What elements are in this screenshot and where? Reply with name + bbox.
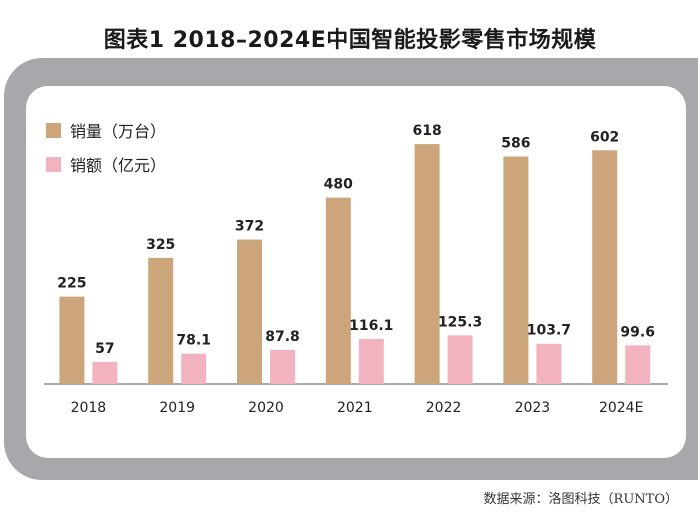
value-label-volume-2024E: 602 (590, 129, 619, 145)
bar-volume-2024E (592, 150, 618, 384)
value-label-revenue-2019: 78.1 (176, 333, 211, 349)
bar-volume-2021 (325, 197, 351, 384)
bar-revenue-2022 (447, 335, 473, 384)
x-tick-label-2020: 2020 (248, 400, 284, 416)
legend: 销量（万台） 销额（亿元） (46, 120, 166, 188)
bar-volume-2023 (503, 156, 529, 384)
x-tick-label-2019: 2019 (159, 400, 195, 416)
value-label-volume-2019: 325 (146, 237, 175, 253)
bar-volume-2022 (414, 144, 440, 384)
bar-volume-2018 (59, 296, 85, 384)
chart-panel (26, 86, 686, 458)
x-tick-label-2021: 2021 (337, 400, 373, 416)
bar-volume-2019 (148, 257, 174, 384)
value-label-volume-2022: 618 (412, 123, 441, 139)
x-tick-label-2023: 2023 (515, 400, 551, 416)
legend-label-revenue: 销额（亿元） (70, 156, 167, 175)
chart-title: 图表1 2018–2024E中国智能投影零售市场规模 (103, 28, 597, 53)
bar-revenue-2018 (92, 361, 118, 384)
value-label-volume-2023: 586 (501, 135, 530, 151)
value-label-revenue-2018: 57 (95, 341, 114, 357)
value-label-revenue-2022: 125.3 (438, 314, 482, 330)
bar-revenue-2020 (270, 349, 295, 384)
value-label-revenue-2021: 116.1 (349, 318, 393, 334)
x-tick-label-2018: 2018 (71, 400, 107, 416)
legend-swatch-volume (46, 122, 61, 138)
bar-volume-2020 (237, 239, 262, 384)
source-note: 数据来源：洛图科技（RUNTO） (483, 492, 678, 507)
bar-revenue-2023 (536, 343, 562, 384)
legend-item-volume: 销量（万台） (46, 120, 167, 141)
value-label-revenue-2024E: 99.6 (620, 324, 655, 340)
bar-revenue-2024E (625, 345, 651, 384)
legend-label-volume: 销量（万台） (70, 122, 167, 141)
value-label-revenue-2020: 87.8 (265, 329, 300, 345)
value-label-volume-2020: 372 (235, 219, 264, 235)
x-tick-label-2024E: 2024E (599, 400, 643, 416)
bar-revenue-2021 (358, 338, 384, 384)
x-tick-label-2022: 2022 (426, 400, 462, 416)
value-label-volume-2021: 480 (324, 177, 353, 193)
value-label-volume-2018: 225 (57, 276, 86, 292)
bar-revenue-2019 (181, 353, 207, 384)
legend-swatch-revenue (46, 156, 61, 172)
value-label-revenue-2023: 103.7 (527, 323, 571, 339)
legend-item-revenue: 销额（亿元） (46, 154, 167, 175)
